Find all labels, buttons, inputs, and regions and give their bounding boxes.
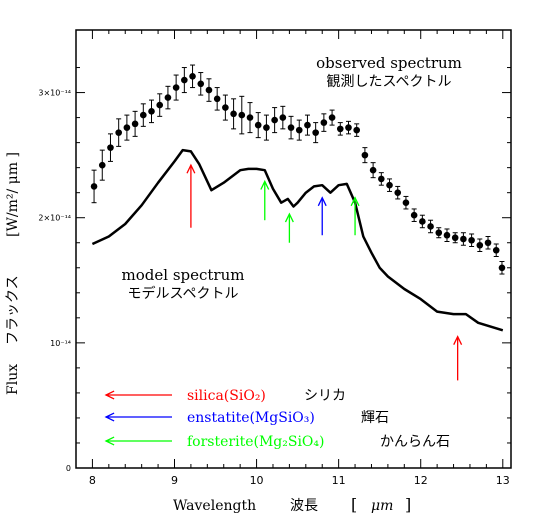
data-point	[320, 119, 328, 126]
legend-label-jp: 輝石	[361, 410, 389, 426]
data-point	[148, 108, 155, 115]
legend-label: enstatite(MgSiO₃)	[187, 410, 315, 426]
data-point	[402, 199, 410, 206]
data-point	[460, 235, 467, 243]
data-point	[410, 211, 418, 219]
data-point	[476, 241, 484, 249]
data-point	[123, 124, 131, 131]
legend-arrow-silica	[104, 390, 172, 400]
data-point	[295, 126, 303, 134]
data-point	[394, 189, 402, 196]
data-point	[189, 73, 196, 80]
data-point	[197, 80, 205, 88]
y-axis-label: Flux	[5, 364, 21, 395]
y-axis-label-jp: フラックス	[5, 275, 21, 345]
feature-arrows	[186, 163, 463, 381]
data-point	[492, 246, 500, 254]
x-tick-label: 8	[89, 474, 96, 487]
data-point	[131, 120, 139, 128]
data-point	[336, 125, 344, 133]
x-axis-unit: μm	[371, 498, 393, 514]
feature-arrow-forsterite	[284, 212, 294, 243]
feature-arrow-silica	[453, 335, 463, 381]
data-point	[205, 86, 213, 94]
y-axis-title: Flux フラックス [W/m²/ μm ]	[5, 152, 21, 395]
x-tick-label: 11	[332, 474, 346, 487]
y-axis-unit: [W/m²/ μm ]	[5, 152, 21, 237]
data-point	[353, 126, 360, 134]
feature-arrow-forsterite	[260, 179, 270, 221]
y-tick-label: 0	[66, 464, 71, 473]
feature-arrow-forsterite	[350, 196, 360, 236]
data-point	[304, 121, 311, 129]
axis-ticks	[76, 30, 511, 469]
data-point	[107, 144, 114, 151]
data-point	[468, 236, 475, 244]
y-tick-label: 10⁻¹⁴	[50, 339, 71, 348]
data-point	[345, 124, 352, 131]
model-spectrum-line	[91, 148, 504, 332]
data-point	[451, 234, 459, 242]
model-label: model spectrum	[122, 266, 245, 284]
data-point	[230, 110, 237, 118]
data-point	[246, 114, 254, 121]
x-tick-label: 10	[250, 474, 264, 487]
data-point	[484, 239, 492, 247]
data-point	[287, 124, 295, 131]
feature-arrow-enstatite	[317, 196, 327, 236]
data-point	[140, 111, 147, 119]
data-point	[254, 121, 262, 129]
data-point	[238, 111, 246, 119]
data-point	[98, 161, 106, 169]
x-tick-label: 9	[171, 474, 178, 487]
axis-tick-labels: 8 9 10 11 12 13 0 10⁻¹⁴ 2×10⁻¹⁴ 3×10⁻¹⁴	[38, 89, 509, 487]
legend-label-jp: かんらん石	[380, 434, 450, 450]
data-point	[213, 95, 221, 103]
x-axis-unit-open: [	[351, 495, 357, 514]
data-point	[369, 166, 377, 174]
data-point	[181, 76, 188, 84]
x-axis-label: Wavelength	[173, 498, 256, 514]
data-point	[427, 223, 434, 230]
legend-label: silica(SiO₂)	[187, 388, 266, 404]
legend-label-jp: シリカ	[304, 388, 346, 404]
data-point	[90, 183, 98, 190]
data-point	[361, 151, 369, 159]
observed-label-jp: 観測したスペクトル	[326, 73, 451, 90]
data-point	[435, 229, 443, 237]
data-point	[386, 181, 393, 189]
data-point	[172, 84, 180, 91]
feature-arrow-silica	[186, 163, 196, 228]
plot-frame	[75, 29, 512, 469]
data-point	[115, 129, 122, 136]
data-point	[443, 231, 451, 239]
legend-label: forsterite(Mg₂SiO₄)	[187, 434, 324, 450]
data-point	[156, 101, 164, 109]
data-point	[419, 218, 426, 225]
legend-arrow-enstatite	[104, 412, 172, 422]
data-point	[378, 175, 385, 183]
data-point	[164, 94, 172, 101]
y-tick-label: 2×10⁻¹⁴	[38, 214, 71, 223]
data-point	[271, 116, 278, 124]
data-point	[263, 124, 270, 131]
x-axis-unit-close: ]	[405, 495, 411, 514]
y-tick-label: 3×10⁻¹⁴	[38, 89, 71, 98]
data-point	[312, 129, 319, 136]
legend: silica(SiO₂) シリカ enstatite(MgSiO₃) 輝石 forste…	[104, 388, 450, 450]
observed-points	[90, 73, 506, 272]
x-tick-label: 13	[496, 474, 510, 487]
legend-arrow-forsterite	[104, 436, 172, 446]
model-label-jp: モデルスペクトル	[127, 285, 238, 302]
x-tick-label: 12	[414, 474, 428, 487]
observed-label: observed spectrum	[316, 54, 462, 72]
data-point	[498, 264, 506, 272]
data-point	[222, 104, 229, 111]
data-point	[279, 114, 287, 121]
x-axis-label-jp: 波長	[290, 498, 318, 514]
data-point	[328, 114, 336, 121]
